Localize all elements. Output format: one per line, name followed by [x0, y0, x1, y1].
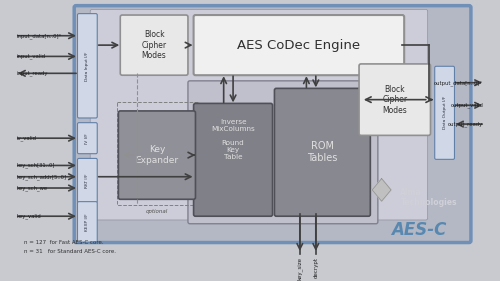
- FancyBboxPatch shape: [274, 88, 370, 216]
- Polygon shape: [372, 179, 391, 201]
- Text: Data Input I/F: Data Input I/F: [86, 51, 89, 81]
- Text: n = 127  for Fast AES-C core.: n = 127 for Fast AES-C core.: [24, 240, 104, 245]
- Text: KEXP I/F: KEXP I/F: [86, 213, 89, 231]
- Text: decrypt: decrypt: [314, 257, 318, 278]
- FancyBboxPatch shape: [90, 9, 428, 220]
- FancyBboxPatch shape: [188, 81, 378, 224]
- Text: key_valid: key_valid: [17, 213, 42, 219]
- Text: input_valid: input_valid: [17, 54, 46, 59]
- Text: key_sch[31..0]: key_sch[31..0]: [17, 163, 56, 168]
- Text: IV I/F: IV I/F: [86, 133, 89, 144]
- Text: AES CoDec Engine: AES CoDec Engine: [238, 38, 360, 52]
- Text: Block
Cipher
Modes: Block Cipher Modes: [382, 85, 407, 115]
- FancyBboxPatch shape: [118, 111, 196, 199]
- Text: iv_valid: iv_valid: [17, 135, 37, 141]
- Text: AES-C: AES-C: [392, 221, 447, 239]
- Text: n = 31   for Standard AES-C core.: n = 31 for Standard AES-C core.: [24, 250, 116, 254]
- Text: Block
Cipher
Modes: Block Cipher Modes: [142, 30, 167, 60]
- Text: ROM
Tables: ROM Tables: [307, 142, 338, 163]
- Text: input_ready: input_ready: [17, 71, 48, 76]
- FancyBboxPatch shape: [78, 202, 97, 242]
- Text: Inverse
MixColumns

Round
Key
Table: Inverse MixColumns Round Key Table: [211, 119, 255, 160]
- Text: Data Output I/F: Data Output I/F: [442, 96, 446, 130]
- FancyBboxPatch shape: [78, 14, 97, 118]
- Text: Key
Expander: Key Expander: [136, 145, 178, 165]
- Text: output_valid: output_valid: [450, 103, 483, 108]
- FancyBboxPatch shape: [194, 15, 404, 75]
- Text: key_sch_addr[5..0]: key_sch_addr[5..0]: [17, 174, 67, 180]
- Text: Alma
Technologies: Alma Technologies: [400, 188, 457, 207]
- FancyBboxPatch shape: [78, 123, 97, 154]
- Text: output_ready: output_ready: [448, 121, 483, 127]
- Text: output_data[n..0]*: output_data[n..0]*: [434, 80, 483, 86]
- Text: input_data[n..0]*: input_data[n..0]*: [17, 33, 62, 38]
- Text: RKT I/F: RKT I/F: [86, 173, 89, 188]
- Text: key_size: key_size: [297, 257, 302, 280]
- Bar: [116, 101, 199, 205]
- Text: key_sch_we: key_sch_we: [17, 185, 48, 191]
- FancyBboxPatch shape: [359, 64, 430, 135]
- FancyBboxPatch shape: [120, 15, 188, 75]
- FancyBboxPatch shape: [194, 103, 272, 216]
- FancyBboxPatch shape: [74, 6, 471, 243]
- FancyBboxPatch shape: [78, 158, 97, 203]
- Text: optional: optional: [146, 209, 168, 214]
- FancyBboxPatch shape: [434, 66, 454, 159]
